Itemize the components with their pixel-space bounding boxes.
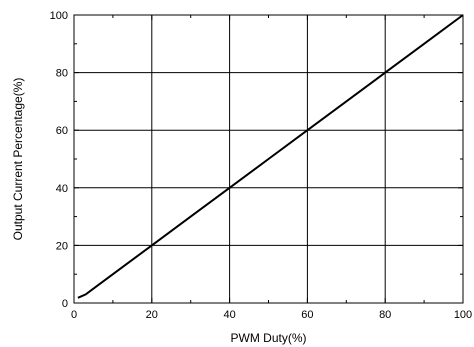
x-tick-labels: 0 20 40 60 80 100 xyxy=(71,309,472,321)
y-tick-label: 60 xyxy=(56,125,68,137)
x-tick-label: 40 xyxy=(223,309,235,321)
x-tick-label: 100 xyxy=(454,309,472,321)
y-tick-label: 40 xyxy=(56,183,68,195)
plot-frame xyxy=(73,14,464,304)
x-tick-label: 0 xyxy=(71,309,77,321)
y-tick-label: 20 xyxy=(56,240,68,252)
grid-lines xyxy=(74,15,463,303)
y-tick-label: 0 xyxy=(62,298,68,310)
x-tick-label: 20 xyxy=(146,309,158,321)
x-tick-label: 60 xyxy=(301,309,313,321)
y-tick-label: 80 xyxy=(56,68,68,80)
y-tick-label: 100 xyxy=(50,10,68,22)
x-tick-label: 80 xyxy=(379,309,391,321)
axis-ticks xyxy=(73,14,464,304)
series-line xyxy=(77,14,464,299)
y-axis-title: Output Current Percentage(%) xyxy=(11,78,25,241)
x-axis-title: PWM Duty(%) xyxy=(231,331,307,345)
y-tick-labels: 0 20 40 60 80 100 xyxy=(50,10,68,310)
